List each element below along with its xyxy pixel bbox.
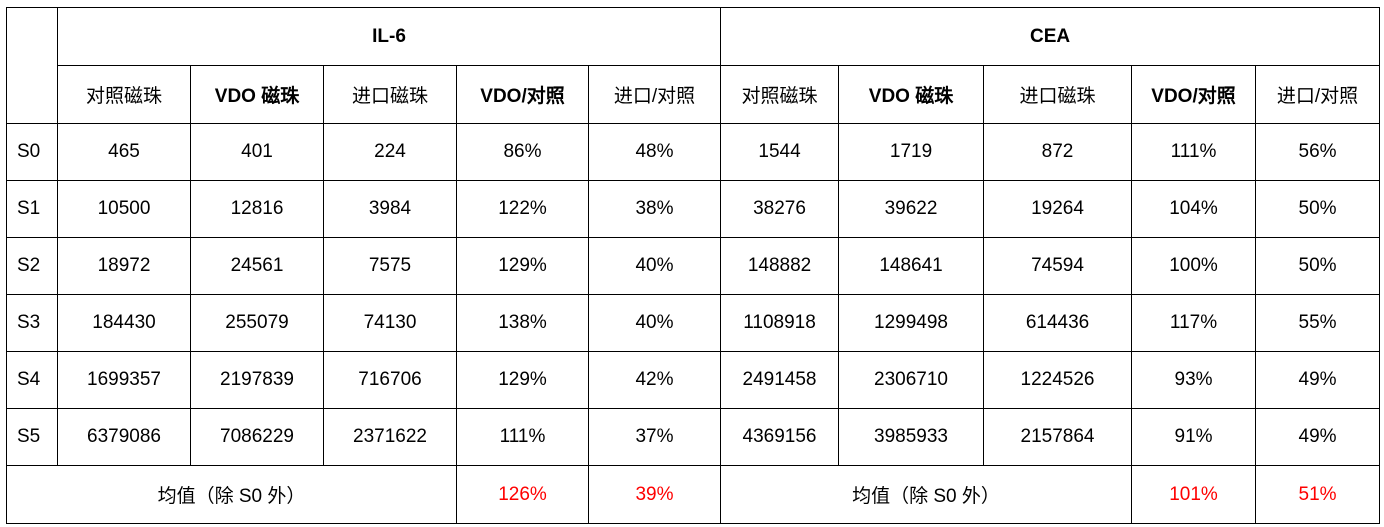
table-cell: 49%	[1255, 351, 1381, 409]
table-cell: 1224526	[983, 351, 1133, 409]
table-cell: 56%	[1255, 123, 1381, 181]
table-cell: 86%	[456, 123, 589, 181]
column-header-row: 对照磁珠 VDO 磁珠 进口磁珠 VDO/对照 进口/对照 对照磁珠 VDO 磁…	[7, 65, 1381, 124]
table-cell: 49%	[1255, 408, 1381, 466]
table-cell: 40%	[587, 237, 722, 295]
row-label: S5	[6, 408, 58, 466]
average-row: 均值（除 S0 外） 126% 39% 均值（除 S0 外） 101% 51%	[6, 465, 1381, 524]
table-cell: 10500	[57, 180, 191, 238]
row-label: S2	[6, 237, 58, 295]
table-cell: 18972	[57, 237, 191, 295]
table-cell: 74130	[323, 294, 457, 352]
table-cell: 3984	[323, 180, 457, 238]
row-label: S0	[6, 123, 58, 181]
row-label: S3	[6, 294, 58, 352]
column-header: VDO/对照	[1131, 65, 1257, 124]
average-il6-vdo-ratio: 126%	[456, 465, 589, 524]
table-cell: 55%	[1255, 294, 1381, 352]
table-cell: 184430	[57, 294, 191, 352]
average-cea-vdo-ratio: 101%	[1131, 465, 1257, 524]
table-cell: 91%	[1131, 408, 1257, 466]
table-cell: 42%	[587, 351, 722, 409]
table-cell: 1719	[838, 123, 985, 181]
column-header: 对照磁珠	[57, 65, 191, 124]
table-cell: 122%	[456, 180, 589, 238]
average-label-cea: 均值（除 S0 外）	[720, 465, 1133, 524]
table-cell: 465	[57, 123, 191, 181]
table-cell: 24561	[190, 237, 324, 295]
column-header: 对照磁珠	[720, 65, 840, 124]
column-header: 进口/对照	[587, 65, 722, 124]
column-header: 进口磁珠	[983, 65, 1133, 124]
table-cell: 50%	[1255, 180, 1381, 238]
table-cell: 74594	[983, 237, 1133, 295]
table-row: S3 184430 255079 74130 138% 40% 1108918 …	[6, 294, 1381, 352]
table-cell: 93%	[1131, 351, 1257, 409]
table-row: S1 10500 12816 3984 122% 38% 38276 39622…	[6, 180, 1381, 238]
table-cell: 6379086	[57, 408, 191, 466]
table-cell: 38276	[720, 180, 840, 238]
average-il6-import-ratio: 39%	[587, 465, 722, 524]
table-row: S5 6379086 7086229 2371622 111% 37% 4369…	[6, 408, 1381, 466]
table-cell: 2371622	[323, 408, 457, 466]
column-header: 进口磁珠	[323, 65, 457, 124]
average-label-il6: 均值（除 S0 外）	[6, 465, 457, 524]
table-cell: 138%	[456, 294, 589, 352]
average-cea-import-ratio: 51%	[1255, 465, 1381, 524]
table-row: S2 18972 24561 7575 129% 40% 148882 1486…	[6, 237, 1381, 295]
table-cell: 38%	[587, 180, 722, 238]
table-cell: 401	[190, 123, 324, 181]
table-cell: 40%	[587, 294, 722, 352]
table-cell: 129%	[456, 237, 589, 295]
table-cell: 1299498	[838, 294, 985, 352]
results-table: IL-6 CEA 对照磁珠 VDO 磁珠 进口磁珠 VDO/对照 进口/对照 对…	[6, 7, 1381, 524]
row-label: S1	[6, 180, 58, 238]
group-header-cea: CEA	[720, 7, 1381, 66]
table-cell: 2197839	[190, 351, 324, 409]
table-row: S0 465 401 224 86% 48% 1544 1719 872 111…	[6, 123, 1381, 181]
group-header-il6: IL-6	[56, 7, 722, 66]
column-header: VDO 磁珠	[838, 65, 985, 124]
table-cell: 117%	[1131, 294, 1257, 352]
table-cell: 7575	[323, 237, 457, 295]
table-cell: 104%	[1131, 180, 1257, 238]
table-cell: 148882	[720, 237, 840, 295]
table-cell: 614436	[983, 294, 1133, 352]
table-cell: 12816	[190, 180, 324, 238]
corner-cell	[6, 7, 58, 124]
column-header: VDO 磁珠	[190, 65, 324, 124]
table-cell: 39622	[838, 180, 985, 238]
table-cell: 872	[983, 123, 1133, 181]
table-cell: 2157864	[983, 408, 1133, 466]
table-cell: 1699357	[57, 351, 191, 409]
table-cell: 111%	[456, 408, 589, 466]
table-cell: 2306710	[838, 351, 985, 409]
table-cell: 50%	[1255, 237, 1381, 295]
table-cell: 37%	[587, 408, 722, 466]
table-cell: 4369156	[720, 408, 840, 466]
table-cell: 100%	[1131, 237, 1257, 295]
table-cell: 48%	[587, 123, 722, 181]
row-label: S4	[6, 351, 58, 409]
table-cell: 1544	[720, 123, 840, 181]
column-header: VDO/对照	[456, 65, 589, 124]
table-cell: 111%	[1131, 123, 1257, 181]
table-cell: 3985933	[838, 408, 985, 466]
table-cell: 716706	[323, 351, 457, 409]
table-cell: 19264	[983, 180, 1133, 238]
table-cell: 129%	[456, 351, 589, 409]
table-cell: 224	[323, 123, 457, 181]
column-header: 进口/对照	[1255, 65, 1381, 124]
group-header-row: IL-6 CEA	[6, 7, 1381, 124]
table-cell: 1108918	[720, 294, 840, 352]
table-cell: 255079	[190, 294, 324, 352]
table-row: S4 1699357 2197839 716706 129% 42% 24914…	[6, 351, 1381, 409]
table-cell: 7086229	[190, 408, 324, 466]
table-cell: 148641	[838, 237, 985, 295]
table-cell: 2491458	[720, 351, 840, 409]
